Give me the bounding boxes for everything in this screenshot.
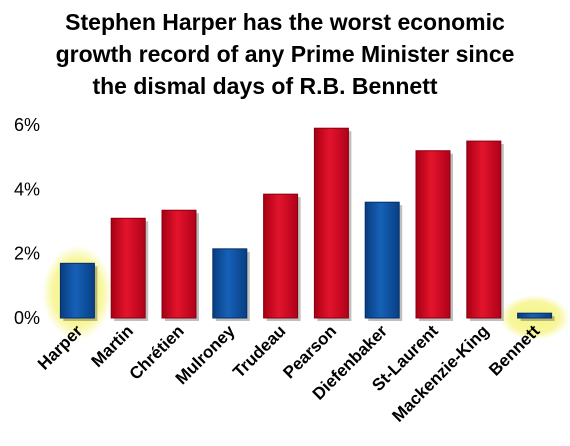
bar-bennett	[517, 312, 553, 319]
x-axis-labels: Harper MartinChrétienMulroneyTrudeauPears…	[34, 321, 544, 426]
bar-mulroney	[212, 248, 248, 319]
y-tick-label: 0%	[14, 308, 40, 328]
title-line-2: growth record of any Prime Minister sinc…	[55, 41, 515, 67]
bar-trudeau	[263, 193, 299, 319]
bar-mackenzie-king	[466, 140, 502, 319]
x-tick-label: Mackenzie-King	[388, 321, 492, 425]
y-tick-label: 4%	[14, 179, 40, 199]
bar-harper	[59, 262, 95, 319]
bar-chr-tien	[161, 209, 197, 319]
bar-st-laurent	[415, 150, 451, 319]
bar-martin	[110, 217, 146, 319]
y-axis: 0% 2% 4% 6%	[14, 115, 40, 328]
bar-diefenbaker	[364, 201, 400, 319]
title-line-1: Stephen Harper has the worst economic	[65, 9, 505, 35]
bars	[59, 127, 555, 321]
chart-title: Stephen Harper has the worst economic gr…	[0, 6, 570, 102]
title-line-3: the dismal days of R.B. Bennett	[92, 73, 438, 99]
y-tick-label: 2%	[14, 244, 40, 264]
y-tick-label: 6%	[14, 115, 40, 135]
bar-pearson	[313, 127, 349, 319]
x-tick-label: Trudeau	[229, 321, 289, 381]
bar-shadow	[520, 316, 555, 321]
